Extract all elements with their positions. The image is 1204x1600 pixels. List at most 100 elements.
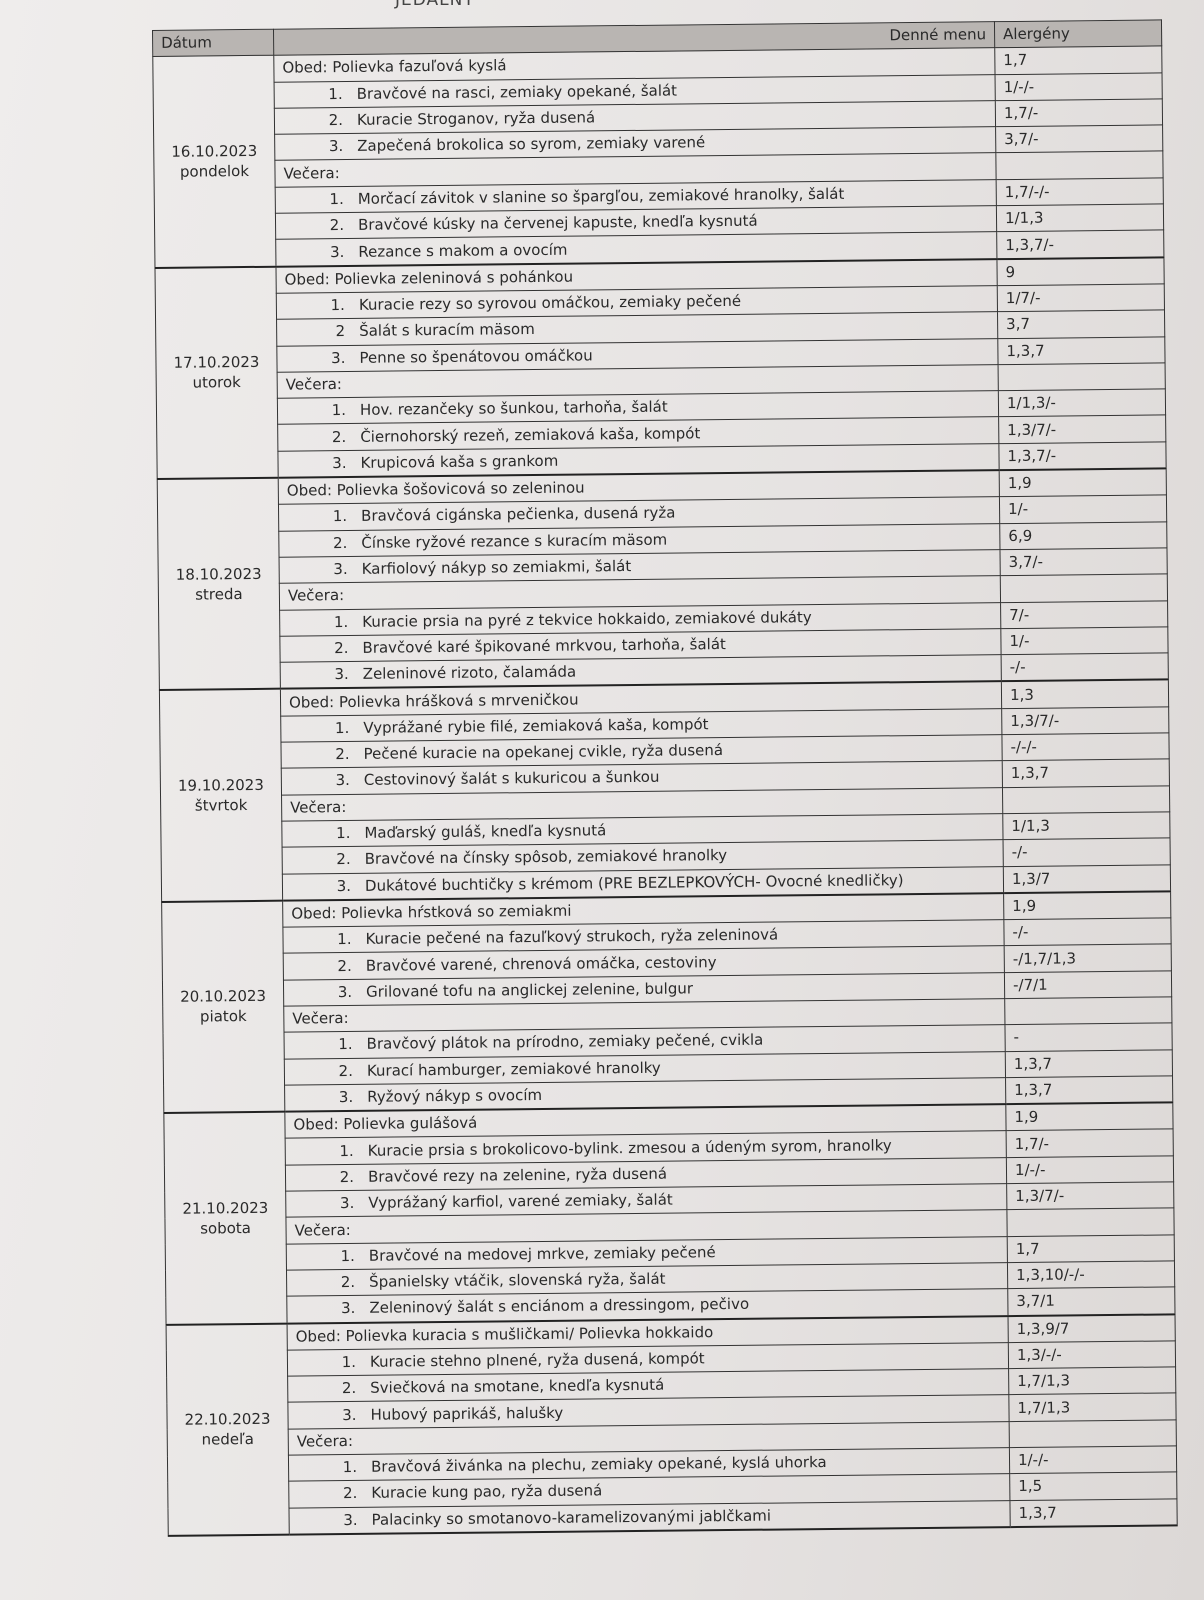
weekday: sobota — [200, 1218, 252, 1238]
dinner-label: Večera: — [287, 586, 345, 605]
item-number: 3. — [333, 560, 348, 579]
document-title: JEDÁLNY — [395, 0, 475, 10]
item-number: 3. — [342, 1405, 357, 1424]
item-number: 2. — [339, 1167, 355, 1187]
item-number: 3. — [336, 876, 352, 895]
item-number: 3. — [337, 982, 353, 1001]
date-cell: 20.10.2023 piatok — [161, 900, 285, 1114]
dish-name: Kuracie rezy so syrovou omáčkou, zemiaky… — [358, 291, 742, 314]
dish-name: Šalát s kuracím mäsom — [359, 320, 535, 341]
allergens-cell: -/1,7/1,3 — [1004, 944, 1172, 973]
item-number: 2. — [340, 1273, 356, 1292]
lunch-label: Obed: Polievka gulášová — [293, 1113, 478, 1134]
allergens-cell: 1,3,7 — [1005, 1075, 1173, 1105]
item-number: 3. — [332, 453, 347, 473]
dish-name: Kuracie prsia na pyré z tekvice hokkaido… — [362, 607, 812, 631]
header-date: Dátum — [152, 29, 274, 57]
dish-name: Rezance s makom a ovocím — [358, 240, 568, 261]
dish-name: Hov. rezančeky so šunkou, tarhoňa, šalát — [359, 397, 668, 420]
dish-name: Karfiolový nákyp so zemiakmi, šalát — [361, 557, 632, 578]
weekday: štvrtok — [194, 796, 248, 815]
item-number: 1. — [334, 718, 350, 737]
lunch-label: Obed: Polievka fazuľová kyslá — [282, 56, 507, 78]
dish-name: Maďarský guláš, knedľa kysnutá — [364, 821, 607, 842]
allergens-cell: 1,3,9/7 — [1008, 1313, 1176, 1343]
allergens-cell: 1,5 — [1009, 1472, 1177, 1501]
item-number: 2 — [335, 322, 346, 341]
allergens-cell: 1,3,10/-/- — [1007, 1260, 1175, 1289]
allergens-cell: 3,7/- — [999, 547, 1168, 576]
allergens-cell: 1,9 — [1005, 1102, 1174, 1132]
dish-name: Krupicová kaša s grankom — [360, 451, 559, 472]
item-number: 1. — [330, 296, 345, 315]
item-number: 1. — [338, 1035, 353, 1054]
date: 16.10.2023 — [171, 141, 258, 161]
dish-name: Kuracie Stroganov, ryža dusená — [356, 108, 596, 129]
item-number: 1. — [342, 1458, 358, 1477]
dish-name: Španielsky vtáčik, slovenská ryža, šalát — [369, 1269, 666, 1291]
dish-name: Sviečková na smotane, knedľa kysnutá — [370, 1375, 665, 1398]
dinner-label: Večera: — [292, 1009, 349, 1028]
allergens-cell: 3,7/1 — [1007, 1287, 1176, 1316]
dish-name: Penne so špenátovou omáčkou — [359, 346, 593, 367]
allergens-cell: 1,7/- — [995, 98, 1163, 127]
date-cell: 21.10.2023 sobota — [163, 1111, 288, 1325]
allergens-cell: 1,7/-/- — [996, 177, 1164, 206]
allergens-cell: 1,3/7/- — [1001, 706, 1169, 735]
dish-name: Čínske ryžové rezance s kuracím mäsom — [361, 530, 668, 552]
allergens-cell: 1/1,3 — [1002, 811, 1171, 840]
dinner-label: Večera: — [283, 163, 340, 183]
allergens-cell: -/- — [1003, 917, 1172, 947]
allergens-cell: 1,3,7 — [997, 336, 1166, 365]
allergens-cell: 1,7/- — [1006, 1129, 1174, 1158]
allergens-cell: 1,3/7/- — [998, 415, 1166, 444]
allergens-cell: - — [1004, 1023, 1173, 1052]
item-number: 2. — [337, 956, 352, 975]
dish-name: Grilované tofu na anglickej zelenine, bu… — [365, 979, 694, 1001]
allergens-cell — [1000, 574, 1168, 603]
allergens-cell: 1/1,3/- — [998, 389, 1166, 418]
dish-name: Kurací hamburger, zemiakové hranolky — [366, 1058, 661, 1080]
allergens-cell: 7/- — [1000, 600, 1168, 629]
item-number: 1. — [329, 189, 344, 209]
lunch-label: Obed: Polievka hŕstková so zemiakmi — [291, 901, 572, 923]
menu-table-body: 16.10.2023 pondelok Obed: Polievka fazuľov… — [152, 46, 1178, 1536]
allergens-cell: 1/-/- — [1006, 1155, 1174, 1184]
weekday: piatok — [199, 1007, 247, 1027]
item-number: 3. — [335, 771, 350, 790]
lunch-label: Obed: Polievka kuracia s mušličkami/ Pol… — [295, 1322, 714, 1346]
weekday: streda — [195, 584, 243, 604]
allergens-cell: 1,3 — [1001, 679, 1169, 709]
dinner-label: Večera: — [290, 797, 347, 817]
item-number: 1. — [328, 84, 343, 103]
dish-name: Bravčové kúsky na červenej kapuste, kned… — [357, 211, 758, 235]
allergens-cell: 1,3,7 — [1002, 759, 1170, 788]
date-cell: 22.10.2023 nedeľa — [166, 1323, 290, 1536]
allergens-cell: 1,7 — [1007, 1234, 1175, 1263]
dish-name: Kuracie pečené na fazuľkový strukoch, ry… — [365, 925, 779, 949]
allergens-cell: 1,3/7/- — [1006, 1181, 1174, 1210]
dish-name: Kuracie prsia s brokolicovo-bylink. zmes… — [367, 1135, 892, 1160]
allergens-cell: 1,7/1,3 — [1008, 1393, 1177, 1422]
item-number: 3. — [339, 1194, 355, 1213]
item-number: 2. — [336, 850, 351, 869]
allergens-cell: 1/-/- — [1009, 1445, 1177, 1474]
date-cell: 17.10.2023 utorok — [154, 266, 279, 480]
dish-name: Bravčové varené, chrenová omáčka, cestov… — [365, 952, 717, 975]
item-number: 1. — [332, 507, 348, 526]
item-number: 1. — [339, 1141, 354, 1160]
dinner-label: Večera: — [294, 1220, 351, 1240]
allergens-cell — [1009, 1419, 1177, 1448]
allergens-cell: 6,9 — [999, 521, 1167, 550]
dish-name: Bravčová živánka na plechu, zemiaky opek… — [370, 1453, 827, 1476]
item-number: 1. — [341, 1352, 357, 1372]
allergens-cell: -/7/1 — [1004, 970, 1172, 999]
lunch-label: Obed: Polievka hrášková s mrveničkou — [288, 690, 579, 712]
item-number: 2. — [341, 1379, 357, 1398]
allergens-cell — [1004, 996, 1172, 1025]
allergens-cell: 1/- — [1000, 626, 1169, 655]
allergens-cell — [995, 151, 1164, 180]
item-number: 1. — [340, 1246, 355, 1265]
item-number: 2. — [342, 1484, 358, 1503]
